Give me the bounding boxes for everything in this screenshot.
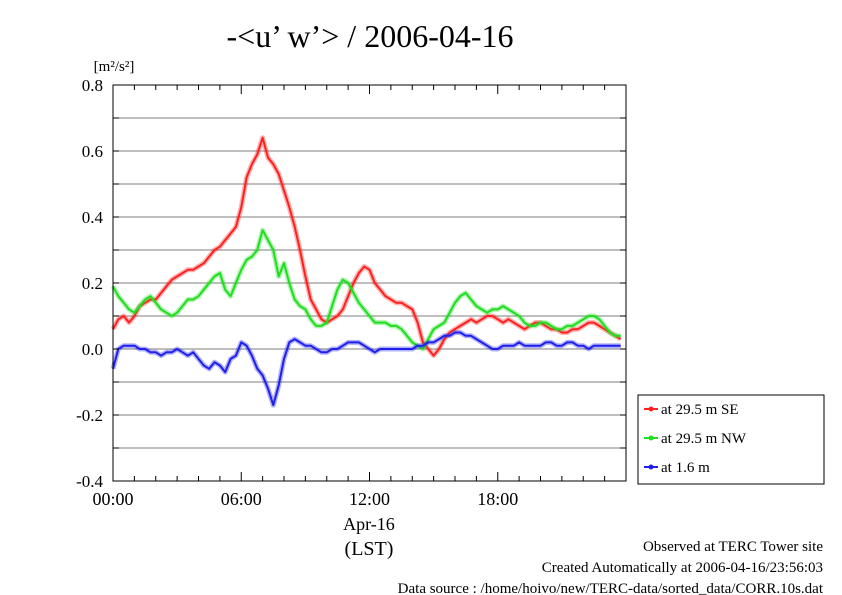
legend-entry: at 1.6 m xyxy=(644,460,710,476)
x-axis-date-label: Apr-16 xyxy=(343,514,395,534)
x-tick-label: 18:00 xyxy=(477,489,518,509)
series-line xyxy=(112,136,622,357)
series-line xyxy=(112,331,621,407)
series-3 xyxy=(110,330,621,408)
series-line xyxy=(112,229,621,350)
x-tick-label: 12:00 xyxy=(349,489,390,509)
series-line-halo xyxy=(110,227,621,352)
series-1 xyxy=(110,135,623,359)
footer-observed: Observed at TERC Tower site xyxy=(643,539,823,555)
legend-label: at 29.5 m NW xyxy=(661,431,747,447)
x-axis-ticks: 00:00 06:00 12:00 18:00 xyxy=(92,85,627,509)
legend-entry: at 29.5 m SE xyxy=(644,402,739,418)
legend-label: at 29.5 m SE xyxy=(661,402,739,418)
x-axis-unit-label: (LST) xyxy=(345,538,394,560)
series-lines xyxy=(110,135,623,408)
y-axis-ticks: -0.4 -0.2 0.0 0.2 0.4 0.6 0.8 xyxy=(76,76,626,491)
legend-label: at 1.6 m xyxy=(661,460,710,476)
footer-data-source: Data source : /home/hoivo/new/TERC-data/… xyxy=(398,581,824,595)
legend-marker xyxy=(648,435,654,441)
y-tick-label: -0.4 xyxy=(76,472,103,491)
chart-title: -<u’ w’> / 2006-04-16 xyxy=(227,18,514,54)
legend-box xyxy=(637,394,825,485)
legend-marker xyxy=(648,406,654,412)
y-tick-label: 0.6 xyxy=(82,142,103,161)
y-axis-unit: [m²/s²] xyxy=(94,59,135,75)
legend-entry: at 29.5 m NW xyxy=(644,431,747,447)
legend-marker xyxy=(648,464,654,470)
grid-lines xyxy=(113,84,626,482)
x-tick-label: 06:00 xyxy=(221,489,262,509)
y-tick-label: -0.2 xyxy=(76,406,103,425)
y-tick-label: 0.8 xyxy=(82,76,103,95)
footer-created: Created Automatically at 2006-04-16/23:5… xyxy=(542,560,823,576)
y-tick-label: 0.4 xyxy=(82,208,104,227)
x-tick-label: 00:00 xyxy=(92,489,133,509)
legend: at 29.5 m SE at 29.5 m NW at 1.6 m xyxy=(637,394,825,485)
series-2 xyxy=(110,227,621,352)
y-tick-label: 0.0 xyxy=(82,340,103,359)
y-tick-label: 0.2 xyxy=(82,274,103,293)
